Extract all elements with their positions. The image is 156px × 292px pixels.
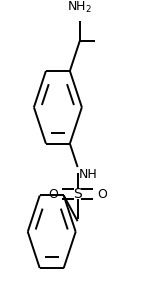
Text: NH: NH: [78, 168, 97, 181]
Text: S: S: [73, 187, 82, 201]
Text: NH$_2$: NH$_2$: [67, 0, 92, 15]
Text: O: O: [97, 188, 107, 201]
Text: O: O: [48, 188, 58, 201]
